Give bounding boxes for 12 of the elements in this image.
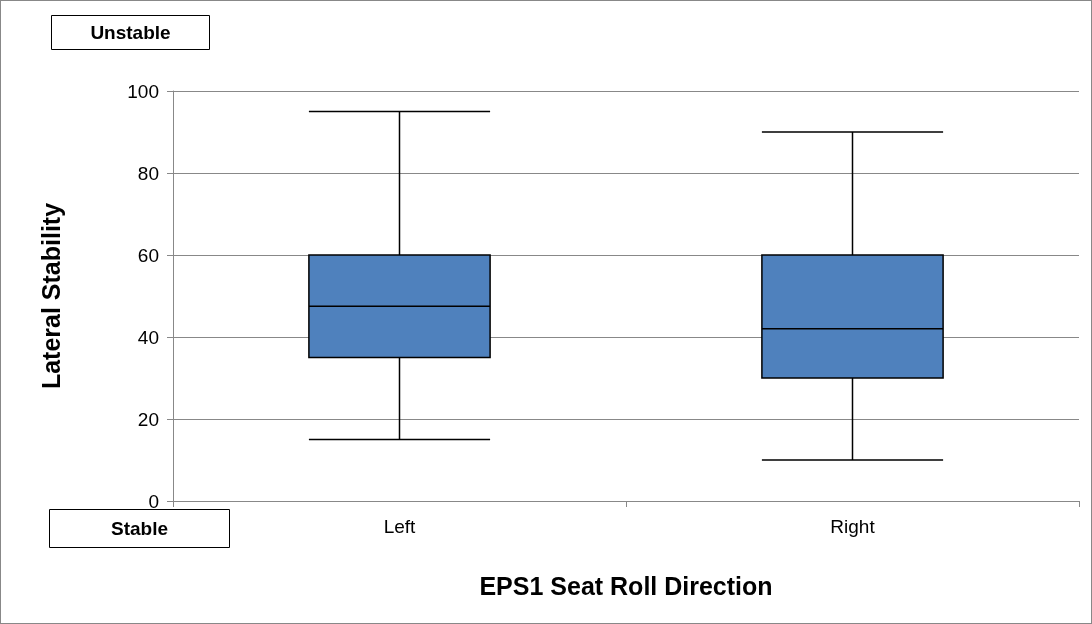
y-axis-title: Lateral Stability [36,202,65,390]
y-tick-label: 100 [127,80,159,102]
y-tick-label: 80 [137,162,159,184]
y-tick-label: 0 [148,490,159,512]
text: Unstable [90,22,171,43]
y-tick-label: 40 [137,326,159,348]
x-tick-label: Right [830,516,876,537]
x-tick-label: Left [383,516,417,537]
y-tick-label: 60 [137,244,159,266]
x-axis-title: EPS1 Seat Roll Direction [479,571,773,600]
text: Stable [110,518,169,539]
y-tick-label: 20 [137,408,159,430]
